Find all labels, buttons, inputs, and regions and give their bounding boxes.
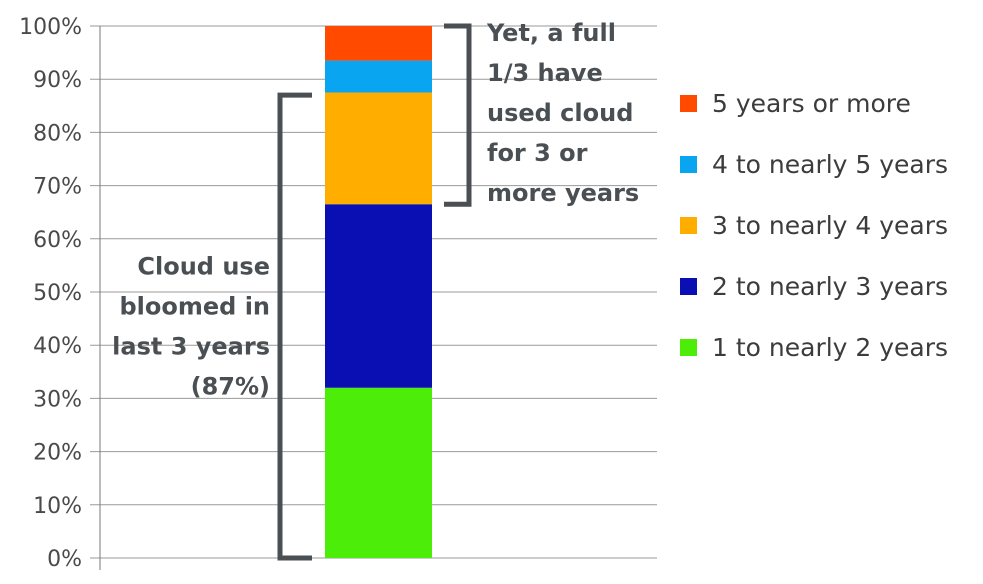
annotation-line: Yet, a full: [486, 19, 616, 47]
y-tick-label: 100%: [19, 15, 82, 40]
annotation-line: Cloud use: [137, 253, 270, 281]
annotation-line: used cloud: [487, 99, 633, 127]
y-tick-label: 0%: [47, 547, 82, 572]
y-tick-label: 30%: [33, 387, 82, 412]
annotation-line: bloomed in: [119, 293, 270, 321]
annotation-line: for 3 or: [487, 139, 588, 167]
legend-item: 4 to nearly 5 years: [680, 150, 948, 179]
y-tick-label: 70%: [33, 175, 82, 200]
legend-swatch: [680, 95, 697, 112]
y-tick-label: 50%: [33, 281, 82, 306]
y-tick-label: 10%: [33, 494, 82, 519]
y-tick-label: 60%: [33, 228, 82, 253]
legend-item: 2 to nearly 3 years: [680, 272, 948, 301]
bar-segment-3-to-nearly-4-years: [325, 92, 432, 205]
y-tick-label: 20%: [33, 441, 82, 466]
annotation-line: 1/3 have: [487, 59, 603, 87]
annotation-bracket-long: [444, 23, 472, 207]
bar-segment-1-to-nearly-2-years: [325, 387, 432, 558]
legend: 5 years or more 4 to nearly 5 years 3 to n…: [680, 89, 948, 362]
bar-segment-4-to-nearly-5-years: [325, 60, 432, 93]
annotation-line: more years: [487, 179, 639, 207]
annotation-text-long: Yet, a full 1/3 have used cloud for 3 or mor…: [486, 19, 639, 207]
y-tick-label: 80%: [33, 121, 82, 146]
annotations: Cloud use bloomed in last 3 years (87%) Yet,…: [112, 19, 639, 561]
legend-label: 1 to nearly 2 years: [712, 333, 948, 362]
stacked-bar: [325, 26, 432, 558]
bar-segment-2-to-nearly-3-years: [325, 204, 432, 388]
legend-swatch: [680, 156, 697, 173]
legend-swatch: [680, 217, 697, 234]
legend-label: 3 to nearly 4 years: [712, 211, 948, 240]
annotation-text-recent: Cloud use bloomed in last 3 years (87%): [112, 253, 270, 401]
annotation-bracket-recent: [277, 92, 312, 561]
legend-item: 3 to nearly 4 years: [680, 211, 948, 240]
y-tick-label: 40%: [33, 334, 82, 359]
legend-label: 2 to nearly 3 years: [712, 272, 948, 301]
annotation-line: last 3 years: [112, 333, 270, 361]
legend-label: 5 years or more: [712, 89, 911, 118]
y-axis-tick-labels: 0% 10% 20% 30% 40% 50% 60% 70% 80% 90% 100%: [19, 15, 82, 572]
annotation-line: (87%): [191, 373, 270, 401]
legend-label: 4 to nearly 5 years: [712, 150, 948, 179]
legend-swatch: [680, 278, 697, 295]
y-tick-label: 90%: [33, 68, 82, 93]
legend-item: 1 to nearly 2 years: [680, 333, 948, 362]
legend-item: 5 years or more: [680, 89, 911, 118]
bar-segment-5-years-or-more: [325, 26, 432, 61]
legend-swatch: [680, 339, 697, 356]
